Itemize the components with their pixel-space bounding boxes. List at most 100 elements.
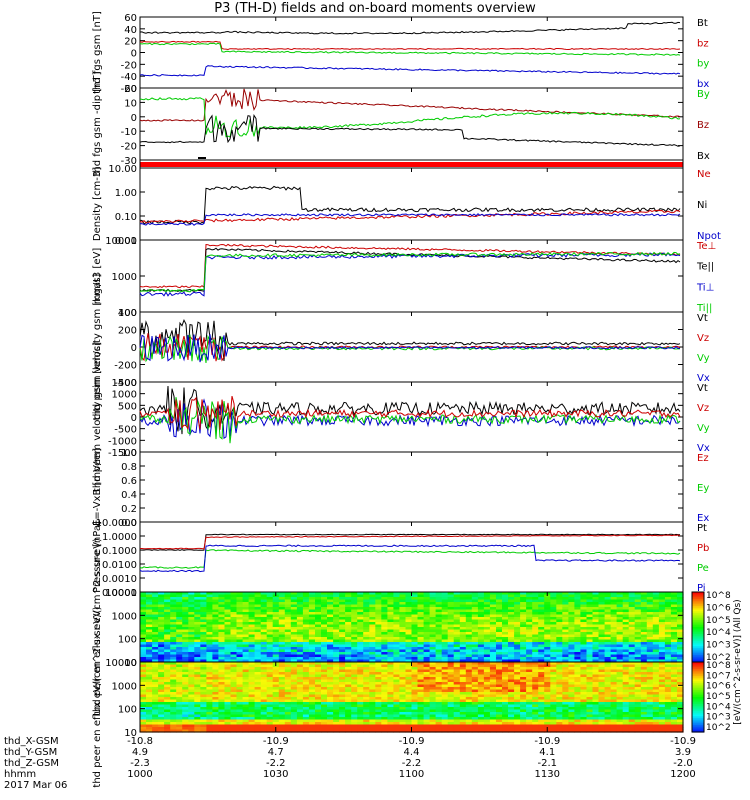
spectrogram-cell [188, 649, 195, 653]
spectrogram-cell [158, 632, 165, 636]
spectrogram-cell [496, 654, 503, 658]
spectrogram-cell [628, 682, 636, 686]
spectrogram-cell [339, 629, 346, 633]
spectrogram-cell [574, 719, 581, 723]
spectrogram-cell [333, 642, 340, 646]
spectrogram-cell [218, 599, 225, 603]
spectrogram-cell [544, 627, 551, 631]
spectrogram-cell [622, 714, 630, 718]
spectrogram-cell [296, 677, 304, 681]
spectrogram-cell [532, 719, 539, 723]
spectrogram-cell [339, 599, 346, 603]
spectrogram-cell [230, 672, 238, 676]
spectrogram-cell [302, 632, 310, 636]
spectrogram-cell [640, 722, 648, 726]
spectrogram-cell [152, 609, 159, 613]
spectrogram-cell [477, 684, 485, 688]
spectrogram-cell [393, 657, 400, 661]
spectrogram-cell [152, 619, 159, 623]
spectrogram-cell [272, 602, 280, 606]
spectrogram-cell [248, 594, 256, 598]
spectrogram-cell [592, 672, 600, 676]
spectrogram-cell [170, 677, 177, 681]
spectrogram-cell [453, 722, 461, 726]
spectrogram-cell [393, 694, 400, 698]
spectrogram-cell [194, 719, 201, 723]
y-axis-label: thd peim velocity gsm [km/s] [92, 274, 103, 421]
spectrogram-cell [254, 644, 262, 648]
spectrogram-cell [230, 592, 238, 596]
spectrogram-cell [176, 634, 183, 638]
spectrogram-cell [411, 669, 419, 673]
spectrogram-cell [677, 712, 684, 716]
spectrogram-cell [321, 679, 328, 683]
y-axis-label: thd fgs gsm -dip [nT] [92, 71, 103, 176]
spectrogram-cell [333, 627, 340, 631]
spectrogram-cell [441, 649, 449, 653]
spectrogram-cell [544, 687, 551, 691]
spectrogram-cell [146, 649, 153, 653]
spectrogram-cell [381, 664, 388, 668]
spectrogram-cell [677, 609, 684, 613]
spectrogram-cell [447, 654, 455, 658]
spectrogram-cell [236, 687, 244, 691]
spectrogram-cell [272, 702, 280, 706]
spectrogram-cell [164, 674, 171, 678]
spectrogram-cell [423, 669, 431, 673]
spectrogram-cell [568, 679, 575, 683]
spectrogram-cell [556, 617, 563, 621]
spectrogram-cell [562, 717, 569, 721]
spectrogram-cell [568, 654, 575, 658]
spectrogram-cell [248, 637, 256, 641]
spectrogram-cell [459, 699, 467, 703]
spectrogram-cell [158, 669, 165, 673]
spectrogram-cell [544, 614, 551, 618]
spectrogram-cell [550, 622, 557, 626]
spectrogram-cell [544, 594, 551, 598]
spectrogram-cell [568, 669, 575, 673]
spectrogram-cell [538, 592, 545, 596]
spectrogram-cell [610, 652, 618, 656]
spectrogram-cell [393, 717, 400, 721]
spectrogram-cell [272, 664, 280, 668]
spectrogram-cell [351, 712, 358, 716]
spectrogram-cell [423, 627, 431, 631]
spectrogram-cell [664, 654, 672, 658]
spectrogram-cell [200, 719, 207, 723]
spectrogram-cell [556, 709, 563, 713]
spectrogram-cell [670, 704, 678, 708]
spectrogram-cell [158, 654, 165, 658]
spectrogram-cell [483, 614, 491, 618]
spectrogram-cell [206, 704, 213, 708]
spectrogram-cell [272, 642, 280, 646]
spectrogram-cell [628, 689, 636, 693]
spectrogram-cell [399, 712, 406, 716]
spectrogram-cell [640, 674, 648, 678]
spectrogram-cell [242, 677, 250, 681]
spectrogram-cell [308, 687, 316, 691]
spectrogram-cell [315, 664, 322, 668]
spectrogram-cell [242, 609, 250, 613]
spectrogram-cell [321, 609, 328, 613]
spectrogram-cell [315, 712, 322, 716]
spectrogram-cell [489, 704, 497, 708]
spectrogram-cell [508, 612, 515, 616]
spectrogram-cell [532, 614, 539, 618]
spectrogram-cell [152, 659, 159, 663]
spectrogram-cell [254, 642, 262, 646]
spectrogram-cell [393, 649, 400, 653]
spectrogram-cell [604, 704, 612, 708]
spectrogram-cell [520, 674, 527, 678]
spectrogram-cell [664, 624, 672, 628]
spectrogram-cell [677, 644, 684, 648]
spectrogram-cell [351, 644, 358, 648]
spectrogram-cell [471, 642, 479, 646]
spectrogram-cell [218, 667, 225, 671]
spectrogram-cell [562, 637, 569, 641]
spectrogram-cell [677, 659, 684, 663]
spectrogram-cell [278, 689, 286, 693]
y-tick-label: 0.8 [121, 462, 137, 473]
spectrogram-cell [272, 674, 280, 678]
spectrogram-cell [496, 632, 503, 636]
spectrogram-cell [278, 607, 286, 611]
